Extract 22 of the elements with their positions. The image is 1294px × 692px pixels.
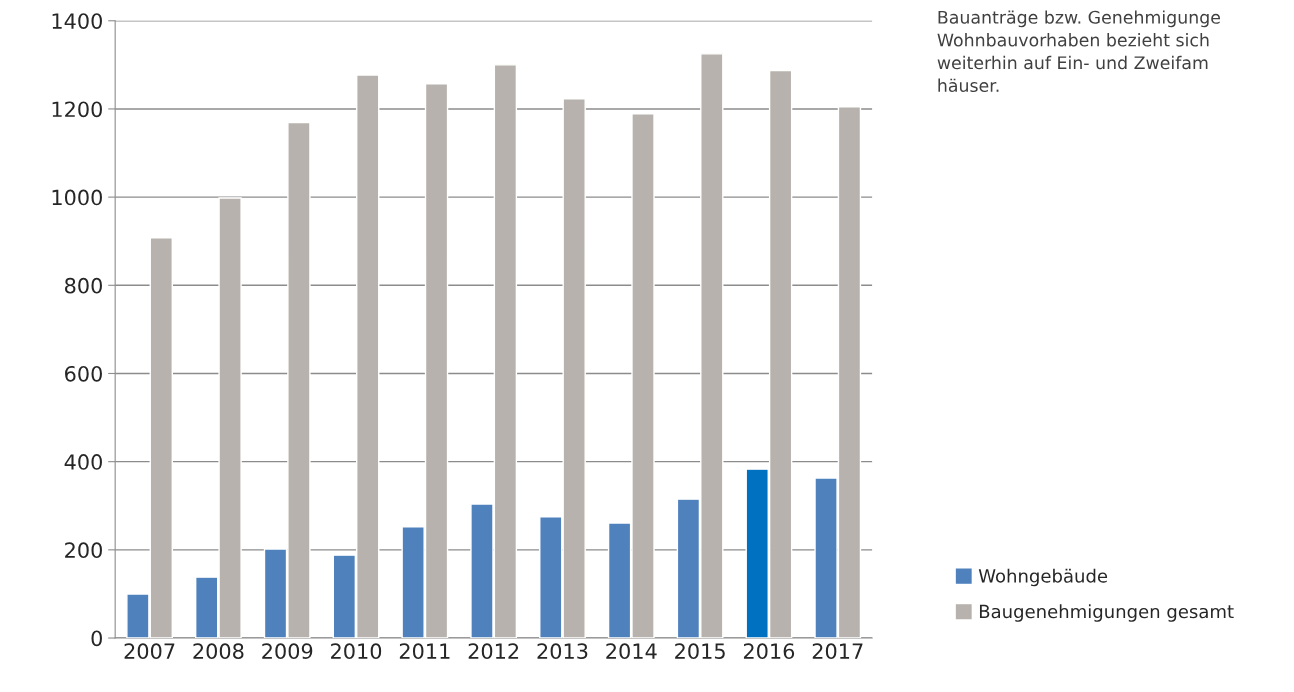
x-tick-label: 2008: [193, 643, 244, 660]
legend-label: Baugenehmigungen gesamt: [979, 604, 1234, 622]
x-tick-label: 2015: [675, 643, 725, 660]
y-tick-label: 200: [65, 542, 102, 559]
x-tick-label: 2014: [606, 643, 657, 660]
legend-label: Wohngebäude: [978, 568, 1108, 587]
text: Bauanträge bzw. Genehmigunge Wohnbauvorhaben bezieht sich weiterhin auf Ein- und Zweifam häuser.: [937, 10, 1220, 93]
y-tick-label: 1000: [52, 189, 102, 206]
x-tick-label: 2007: [124, 643, 175, 660]
y-tick-label: 1200: [52, 101, 102, 118]
x-tick-label: 2010: [331, 643, 382, 660]
x-tick-label: 2009: [262, 643, 313, 660]
x-tick-label: 2017: [812, 643, 863, 660]
x-tick-label: 2013: [537, 643, 588, 660]
y-tick-label: 800: [65, 277, 102, 294]
y-tick-label: 600: [65, 365, 102, 382]
y-tick-label: 0: [91, 630, 102, 647]
x-tick-label: 2016: [743, 643, 795, 660]
y-tick-label: 400: [64, 454, 102, 470]
y-tick-label: 1400: [52, 13, 102, 29]
x-tick-label: 2012: [468, 643, 519, 660]
x-tick-label: 2011: [399, 643, 450, 660]
